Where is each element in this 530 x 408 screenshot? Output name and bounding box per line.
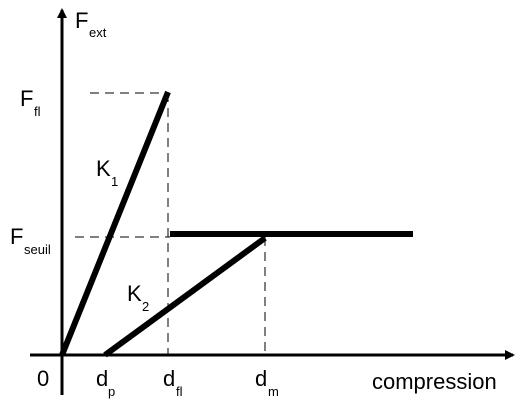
label-sub: m	[268, 384, 279, 399]
label: d	[163, 366, 175, 391]
label: d	[255, 366, 267, 391]
loading-line	[59, 90, 171, 357]
label-sub: fl	[176, 384, 183, 399]
label-sub: fl	[34, 104, 41, 119]
label: F	[75, 8, 88, 33]
label-sub: seuil	[24, 242, 51, 257]
label: d	[96, 366, 108, 391]
unloading-line	[103, 235, 267, 358]
label: K	[127, 281, 142, 306]
label-sub: 1	[111, 174, 118, 189]
label: F	[10, 224, 23, 249]
label: F	[20, 86, 33, 111]
label-sub: ext	[89, 25, 107, 40]
x-axis-label: compression	[372, 369, 497, 394]
label-sub: 2	[142, 299, 149, 314]
label: K	[96, 156, 111, 181]
label-sub: p	[108, 384, 115, 399]
label: 0	[37, 366, 49, 391]
